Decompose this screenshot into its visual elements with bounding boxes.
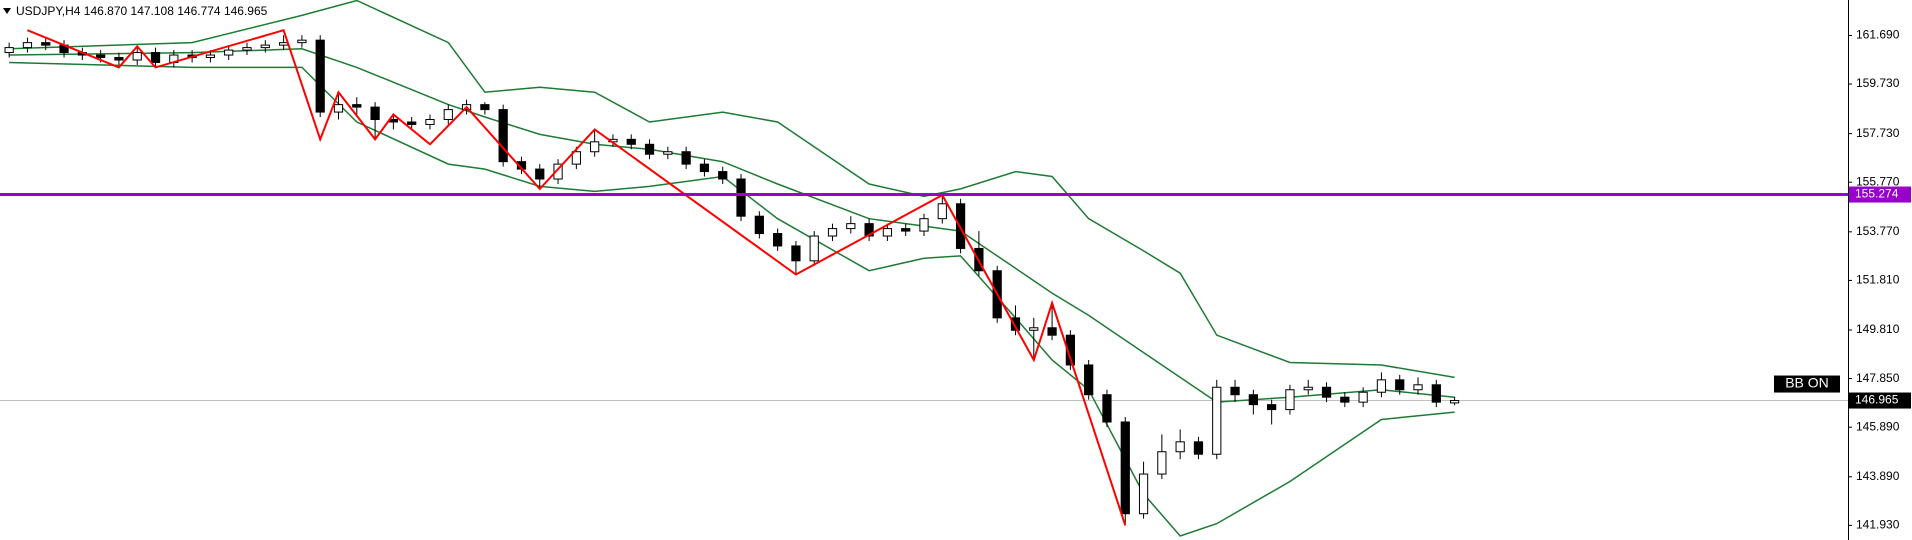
candle-body <box>443 109 453 121</box>
candle-body <box>1193 441 1204 455</box>
candle-body <box>1029 327 1039 331</box>
y-tick-label: 143.890 <box>1856 469 1900 483</box>
candle-body <box>864 223 874 237</box>
candle-body <box>260 44 270 49</box>
chart-header: USDJPY,H4 146.870 147.108 146.774 146.96… <box>16 4 268 18</box>
candle-body <box>278 42 289 46</box>
candle-body <box>553 163 563 180</box>
candle-body <box>150 52 161 63</box>
candle-body <box>773 233 783 247</box>
candle-body <box>370 106 380 121</box>
candle-body <box>1084 364 1094 396</box>
candle-body <box>96 54 106 59</box>
candle-body <box>626 138 636 145</box>
candle-body <box>407 121 417 125</box>
candle-body <box>1157 451 1167 475</box>
candle-body <box>352 104 362 108</box>
candle-body <box>1413 384 1423 391</box>
candle-body <box>1449 400 1460 404</box>
candle-body <box>1138 473 1149 515</box>
y-tick-label: 147.850 <box>1856 371 1900 385</box>
candle-body <box>315 39 325 113</box>
candle-body <box>644 143 655 155</box>
candle-body <box>901 228 911 232</box>
candle-body <box>1047 327 1057 336</box>
y-tick-label: 161.690 <box>1856 28 1900 42</box>
candle-body <box>882 228 893 237</box>
y-tick-label: 155.770 <box>1856 174 1900 188</box>
candle-body <box>1267 404 1277 411</box>
candle-body <box>1303 386 1313 391</box>
candle-body <box>1431 384 1441 403</box>
candle-body <box>1248 394 1258 406</box>
candle-body <box>41 42 51 46</box>
candle-body <box>480 104 490 111</box>
candle-body <box>1212 386 1222 455</box>
candle-body <box>1010 317 1021 331</box>
candle-body <box>224 49 234 56</box>
y-tick-label: 141.930 <box>1856 518 1900 532</box>
level-label: 155.274 <box>1855 187 1899 201</box>
y-tick-label: 151.810 <box>1856 273 1900 287</box>
bollinger-upper <box>9 0 1455 379</box>
last-price-box <box>1849 392 1911 409</box>
candle-body <box>846 223 856 230</box>
candle-body <box>1175 441 1185 453</box>
y-tick-label: 153.770 <box>1856 224 1900 238</box>
last-price-label: 146.965 <box>1855 393 1899 407</box>
candle-body <box>736 178 746 217</box>
candle-body <box>498 109 508 163</box>
candle-body <box>919 218 929 232</box>
candle-body <box>1358 391 1368 403</box>
badge-label: BB ON <box>1785 375 1829 391</box>
candle-body <box>827 228 838 237</box>
candle-body <box>132 52 142 61</box>
candle-body <box>535 168 545 180</box>
candle-body <box>663 151 673 155</box>
candle-body <box>425 119 435 125</box>
candle-body <box>242 47 252 51</box>
candle-body <box>333 104 344 113</box>
candle-body <box>681 151 691 165</box>
candle-body <box>699 163 710 173</box>
dropdown-arrow[interactable] <box>3 8 11 14</box>
candle-body <box>1230 386 1240 396</box>
level-box <box>1849 186 1911 203</box>
candle-body <box>297 39 307 44</box>
bollinger-lower <box>9 61 1455 537</box>
candle-body <box>1065 334 1075 366</box>
badge-box <box>1774 375 1840 393</box>
candle-body <box>1120 421 1130 515</box>
candle-body <box>4 47 14 54</box>
candle-body <box>1395 379 1405 391</box>
candle-body <box>1102 394 1112 423</box>
y-tick-label: 157.730 <box>1856 126 1900 140</box>
candle-body <box>809 235 819 262</box>
candle-body <box>791 245 801 262</box>
candle-body <box>571 151 581 165</box>
y-tick-label: 149.810 <box>1856 322 1900 336</box>
candle-body <box>937 203 947 220</box>
candle-body <box>1340 396 1350 403</box>
y-tick-label: 145.890 <box>1856 419 1900 433</box>
zigzag <box>27 28 1127 526</box>
candle-body <box>114 57 124 61</box>
candle-body <box>754 215 764 235</box>
y-tick-label: 159.730 <box>1856 76 1900 90</box>
candle-body <box>22 42 33 49</box>
candle-body <box>1321 386 1332 398</box>
candle-body <box>590 141 600 153</box>
candle-body <box>205 54 216 59</box>
candle-body <box>1376 379 1387 393</box>
candle-body <box>718 171 728 180</box>
candle-body <box>1285 389 1295 411</box>
